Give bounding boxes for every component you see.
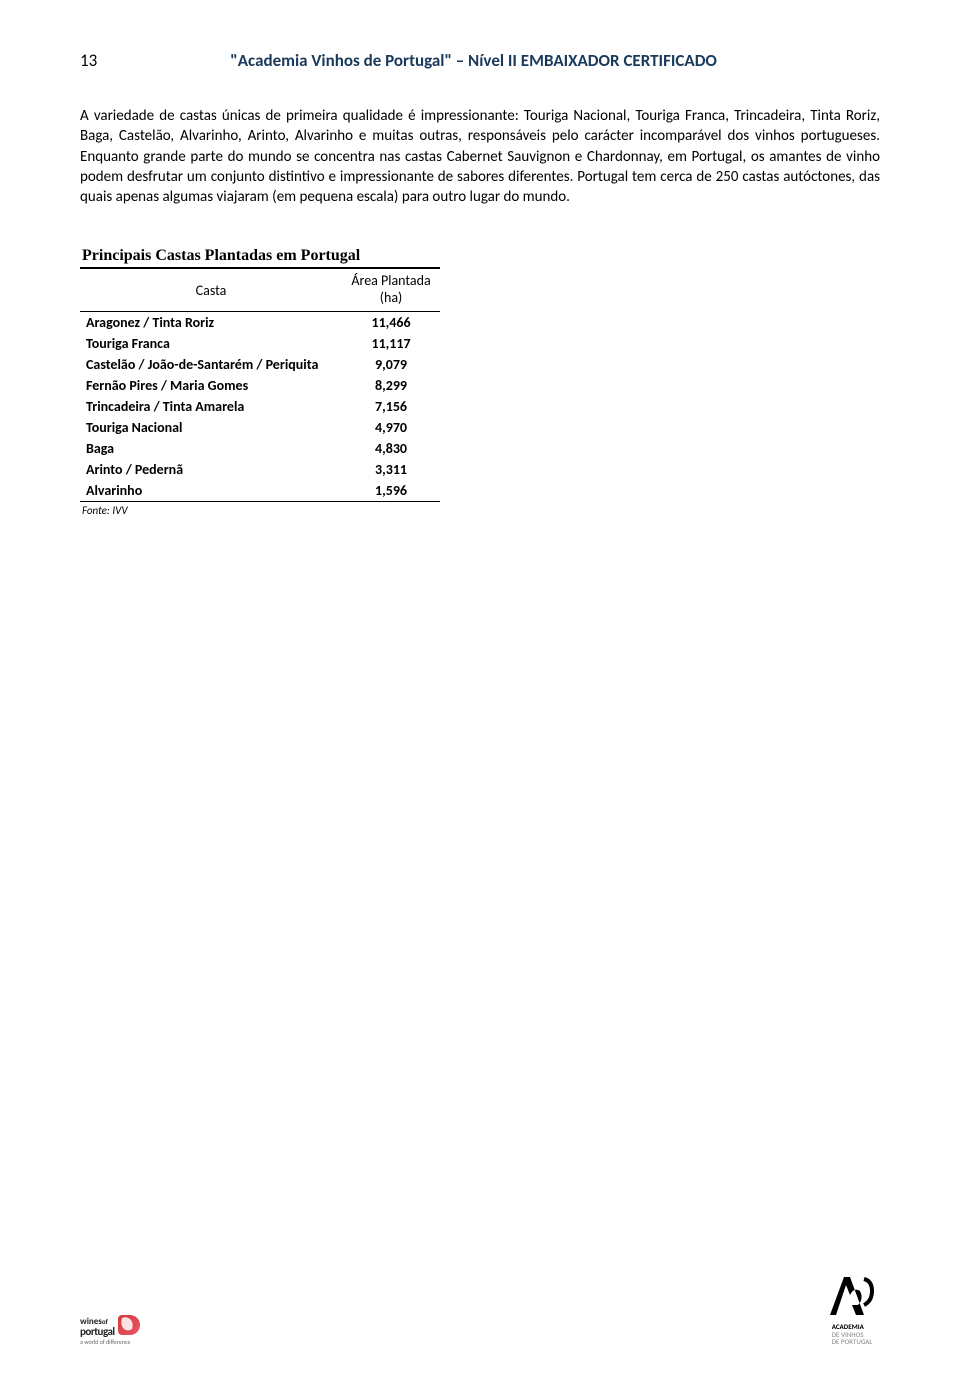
table-row: Touriga Nacional4,970 [80,417,440,438]
academy-logo: ACADEMIA DE VINHOS DE PORTUGAL [824,1271,880,1346]
table-header-row: Casta Área Plantada (ha) [80,268,440,311]
table-row: Aragonez / Tinta Roriz11,466 [80,311,440,333]
portugal-word: portugal [80,1327,115,1336]
cell-value: 3,311 [342,459,440,480]
wines-logo-block: winesof portugal [80,1313,140,1336]
table-row: Arinto / Pedernã3,311 [80,459,440,480]
table-row: Alvarinho1,596 [80,480,440,502]
table-source: Fonte: IVV [80,504,440,517]
col-header-casta: Casta [80,268,342,311]
main-paragraph: A variedade de castas únicas de primeira… [80,106,880,207]
cell-value: 11,117 [342,333,440,354]
table-title: Principais Castas Plantadas em Portugal [80,247,440,265]
table-body: Aragonez / Tinta Roriz11,466 Touriga Fra… [80,311,440,501]
cell-label: Trincadeira / Tinta Amarela [80,396,342,417]
academy-icon [824,1271,880,1319]
cell-value: 11,466 [342,311,440,333]
footer: winesof portugal a world of difference A… [80,1271,880,1346]
col-header-area: Área Plantada (ha) [342,268,440,311]
cell-label: Castelão / João-de-Santarém / Periquita [80,354,342,375]
col-header-area-line2: (ha) [380,289,403,306]
table-row: Castelão / João-de-Santarém / Periquita9… [80,354,440,375]
table-container: Principais Castas Plantadas em Portugal … [80,247,440,517]
wines-of-portugal-logo: winesof portugal a world of difference [80,1313,140,1346]
table-row: Touriga Franca11,117 [80,333,440,354]
cell-value: 4,970 [342,417,440,438]
cell-label: Aragonez / Tinta Roriz [80,311,342,333]
cell-label: Touriga Nacional [80,417,342,438]
page-header: 13 "Academia Vinhos de Portugal" – Nível… [80,50,880,71]
cell-label: Touriga Franca [80,333,342,354]
table-row: Trincadeira / Tinta Amarela7,156 [80,396,440,417]
cell-value: 4,830 [342,438,440,459]
cell-label: Alvarinho [80,480,342,502]
academy-text: ACADEMIA DE VINHOS DE PORTUGAL [832,1323,873,1346]
cell-value: 8,299 [342,375,440,396]
col-header-area-line1: Área Plantada [351,272,430,289]
cell-label: Arinto / Pedernã [80,459,342,480]
wines-badge-icon [118,1315,140,1335]
academy-line3: DE PORTUGAL [832,1338,873,1346]
document-title: "Academia Vinhos de Portugal" – Nível II… [67,50,880,71]
cell-value: 9,079 [342,354,440,375]
wines-logo-text: winesof portugal [80,1313,115,1336]
table-row: Baga4,830 [80,438,440,459]
wines-tagline: a world of difference [80,1338,131,1346]
cell-label: Baga [80,438,342,459]
cell-value: 1,596 [342,480,440,502]
table-row: Fernão Pires / Maria Gomes8,299 [80,375,440,396]
cell-label: Fernão Pires / Maria Gomes [80,375,342,396]
cell-value: 7,156 [342,396,440,417]
castas-table: Casta Área Plantada (ha) Aragonez / Tint… [80,267,440,502]
